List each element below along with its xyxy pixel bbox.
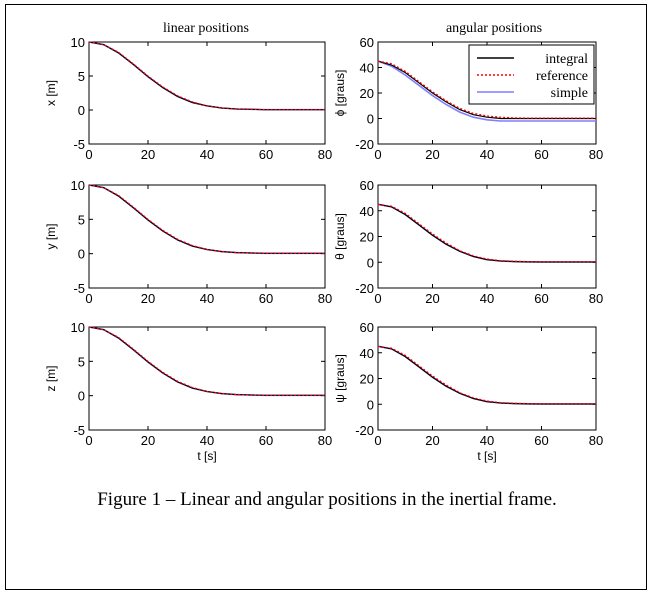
y-tick-label: 60 (360, 178, 374, 193)
y-axis-label: θ [graus] (333, 213, 347, 260)
x-tick-label: 60 (534, 147, 548, 162)
y-tick-label: -20 (355, 137, 374, 152)
y-tick-label: 60 (360, 35, 374, 50)
x-tick-label: 40 (480, 147, 494, 162)
y-tick-label: 40 (360, 346, 374, 361)
series-line-reference (377, 203, 596, 263)
axes-box (377, 326, 597, 431)
x-tick-label: 20 (141, 147, 155, 162)
x-tick-label: 20 (141, 433, 155, 448)
axes-box (377, 184, 597, 289)
x-tick-label: 0 (374, 433, 381, 448)
y-tick-label: 0 (78, 389, 85, 404)
x-tick-label: 0 (85, 147, 92, 162)
y-tick-label: 40 (360, 204, 374, 219)
y-tick-label: 5 (78, 354, 85, 369)
y-tick-label: 0 (367, 112, 374, 127)
axes-box (88, 41, 326, 145)
series-line-reference (88, 184, 325, 254)
x-tick-label: 40 (480, 291, 494, 306)
y-axis-label: z [m] (44, 366, 58, 392)
y-tick-label: 20 (360, 372, 374, 387)
series-line-reference (377, 345, 596, 405)
legend-label-integral: integral (545, 52, 588, 67)
x-tick-label: 60 (259, 291, 273, 306)
y-tick-label: 0 (367, 255, 374, 270)
legend-label-simple: simple (551, 86, 588, 101)
column-title-linear: linear positions (163, 21, 249, 36)
x-tick-label: 0 (85, 433, 92, 448)
x-tick-label: 80 (318, 147, 332, 162)
y-tick-label: -20 (355, 281, 374, 296)
y-axis-label: y [m] (44, 224, 58, 250)
x-tick-label: 20 (141, 291, 155, 306)
axes-box (88, 326, 326, 431)
x-tick-label: 60 (534, 433, 548, 448)
x-tick-label: 80 (589, 147, 603, 162)
x-axis-label: t [s] (197, 449, 216, 463)
x-tick-label: 80 (589, 433, 603, 448)
x-tick-label: 0 (374, 291, 381, 306)
y-tick-label: 40 (360, 61, 374, 76)
y-tick-label: 10 (71, 178, 85, 193)
y-tick-label: -5 (73, 423, 85, 438)
y-tick-label: -5 (73, 137, 85, 152)
x-tick-label: 60 (259, 147, 273, 162)
y-tick-label: -20 (355, 423, 374, 438)
legend-label-reference: reference (536, 69, 588, 84)
y-tick-label: 20 (360, 230, 374, 245)
figure-caption: Figure 1 – Linear and angular positions … (97, 489, 557, 510)
y-tick-label: 20 (360, 86, 374, 101)
legend: integral reference simple (468, 44, 595, 105)
y-axis-label: ϕ [graus] (333, 70, 347, 117)
y-tick-label: 5 (78, 69, 85, 84)
y-tick-label: 60 (360, 320, 374, 335)
x-tick-label: 20 (425, 147, 439, 162)
series-line-reference (88, 326, 325, 396)
y-tick-label: 0 (78, 103, 85, 118)
y-tick-label: 0 (78, 247, 85, 262)
x-tick-label: 60 (259, 433, 273, 448)
series-line-simple (377, 60, 596, 122)
y-tick-label: 5 (78, 212, 85, 227)
x-tick-label: 40 (200, 433, 214, 448)
x-tick-label: 0 (374, 147, 381, 162)
y-tick-label: 0 (367, 397, 374, 412)
y-tick-label: -5 (73, 281, 85, 296)
y-tick-label: 10 (71, 35, 85, 50)
x-tick-label: 0 (85, 291, 92, 306)
x-tick-label: 80 (589, 291, 603, 306)
axes-box (88, 184, 326, 289)
x-axis-label: t [s] (477, 449, 496, 463)
x-tick-label: 60 (534, 291, 548, 306)
x-tick-label: 80 (318, 433, 332, 448)
x-tick-label: 20 (425, 291, 439, 306)
y-axis-label: x [m] (44, 80, 58, 106)
x-tick-label: 40 (200, 291, 214, 306)
series-line-reference (377, 60, 596, 119)
y-axis-label: ψ [graus] (333, 354, 347, 403)
x-tick-label: 20 (425, 433, 439, 448)
column-title-angular: angular positions (446, 21, 542, 36)
x-tick-label: 40 (200, 147, 214, 162)
x-tick-label: 40 (480, 433, 494, 448)
y-tick-label: 10 (71, 320, 85, 335)
series-line-reference (88, 41, 325, 111)
x-tick-label: 80 (318, 291, 332, 306)
